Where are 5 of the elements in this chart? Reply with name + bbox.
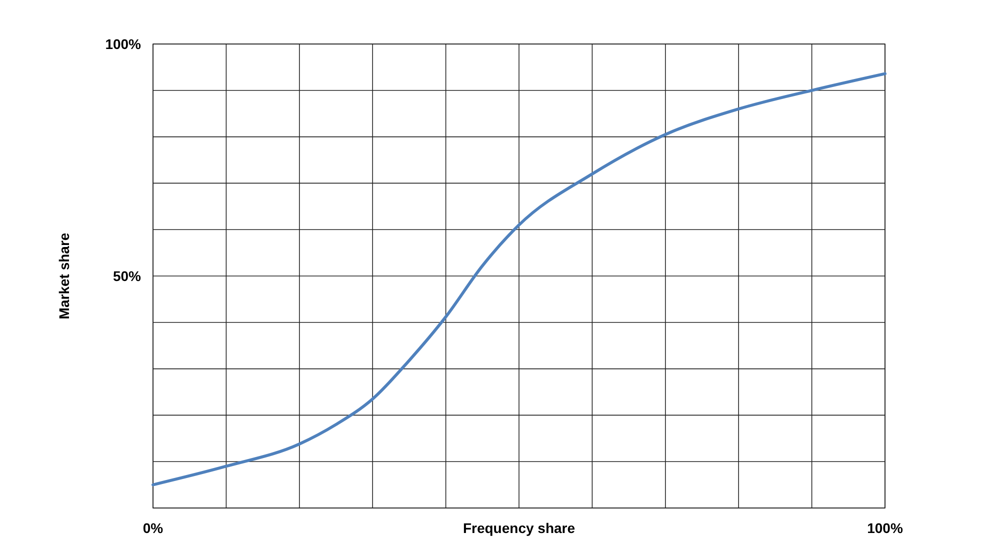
x-tick-label: 0% (142, 520, 164, 536)
y-axis-title: Market share (56, 232, 72, 320)
y-tick-label: 50% (112, 268, 142, 284)
line-series (152, 72, 886, 486)
x-axis-title: Frequency share (462, 520, 576, 536)
